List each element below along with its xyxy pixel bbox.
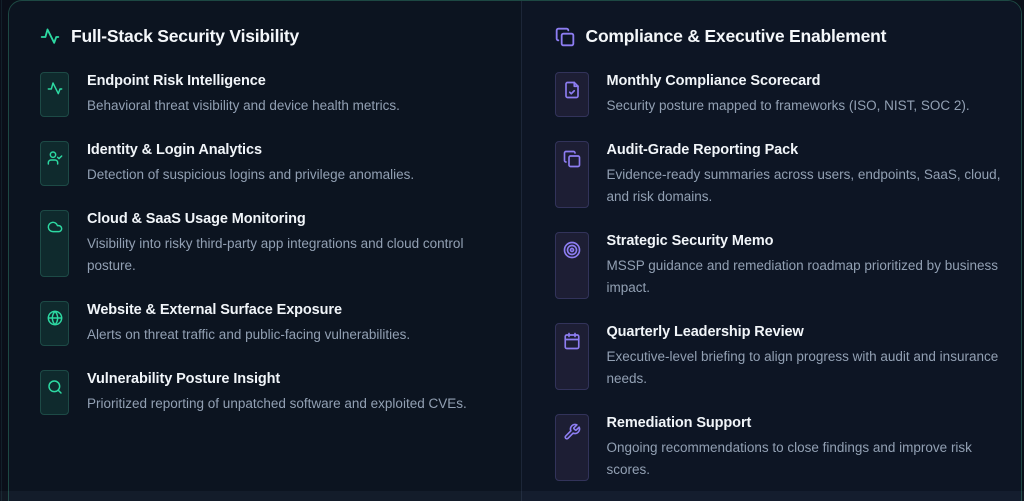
panel-title: Full-Stack Security Visibility	[71, 26, 300, 46]
feature-description: Prioritized reporting of unpatched softw…	[87, 396, 467, 411]
feature-description: Visibility into risky third-party app in…	[87, 236, 464, 273]
feature-description: Ongoing recommendations to close finding…	[606, 440, 972, 477]
feature-title: Endpoint Risk Intelligence	[87, 73, 266, 89]
feature-reporting-pack: Audit-Grade Reporting Pack Evidence-read…	[554, 141, 1006, 208]
search-icon	[40, 370, 69, 415]
feature-title: Vulnerability Posture Insight	[87, 371, 281, 387]
feature-title: Identity & Login Analytics	[87, 142, 262, 158]
panel-security-header: Full-Stack Security Visibility	[40, 26, 491, 47]
calendar-icon	[554, 323, 589, 390]
feature-title: Monthly Compliance Scorecard	[606, 73, 821, 89]
globe-icon	[40, 301, 69, 346]
feature-description: Detection of suspicious logins and privi…	[87, 167, 415, 182]
feature-title: Website & External Surface Exposure	[87, 302, 342, 318]
feature-leadership-review: Quarterly Leadership Review Executive-le…	[554, 323, 1006, 390]
panel-compliance-enablement: Compliance & Executive Enablement Monthl…	[521, 1, 1021, 501]
copy-icon	[554, 141, 589, 208]
feature-description: Alerts on threat traffic and public-faci…	[87, 327, 411, 342]
panel-divider	[520, 1, 522, 501]
file-check-icon	[554, 72, 589, 117]
cloud-icon	[40, 210, 69, 277]
feature-security-memo: Strategic Security Memo MSSP guidance an…	[554, 232, 1006, 299]
feature-remediation-support: Remediation Support Ongoing recommendati…	[554, 414, 1006, 481]
feature-title: Strategic Security Memo	[606, 233, 774, 249]
feature-description: Behavioral threat visibility and device …	[87, 98, 400, 113]
page-left-edge-line	[1, 0, 2, 501]
feature-description: Evidence-ready summaries across users, e…	[606, 167, 1001, 204]
feature-title: Quarterly Leadership Review	[606, 324, 804, 340]
feature-title: Cloud & SaaS Usage Monitoring	[87, 211, 306, 227]
activity-icon	[40, 72, 69, 117]
feature-external-surface: Website & External Surface Exposure Aler…	[40, 301, 491, 346]
feature-identity-analytics: Identity & Login Analytics Detection of …	[40, 141, 491, 186]
panel-security-visibility: Full-Stack Security Visibility Endpoint …	[9, 1, 521, 501]
feature-title: Remediation Support	[606, 415, 752, 431]
feature-description: Security posture mapped to frameworks (I…	[606, 98, 970, 113]
copy-icon	[555, 27, 575, 47]
feature-description: MSSP guidance and remediation roadmap pr…	[606, 258, 998, 295]
feature-compliance-scorecard: Monthly Compliance Scorecard Security po…	[554, 72, 1006, 117]
target-icon	[554, 232, 589, 299]
feature-description: Executive-level briefing to align progre…	[606, 349, 999, 386]
feature-cloud-saas: Cloud & SaaS Usage Monitoring Visibility…	[40, 210, 491, 277]
user-check-icon	[40, 141, 69, 186]
activity-icon	[40, 27, 60, 47]
feature-endpoint-risk: Endpoint Risk Intelligence Behavioral th…	[40, 72, 491, 117]
feature-vulnerability-insight: Vulnerability Posture Insight Prioritize…	[40, 370, 491, 415]
feature-cards-container: Full-Stack Security Visibility Endpoint …	[8, 0, 1022, 501]
panel-title: Compliance & Executive Enablement	[585, 26, 887, 46]
wrench-icon	[554, 414, 589, 481]
panel-compliance-header: Compliance & Executive Enablement	[555, 26, 1006, 47]
feature-title: Audit-Grade Reporting Pack	[606, 142, 799, 158]
